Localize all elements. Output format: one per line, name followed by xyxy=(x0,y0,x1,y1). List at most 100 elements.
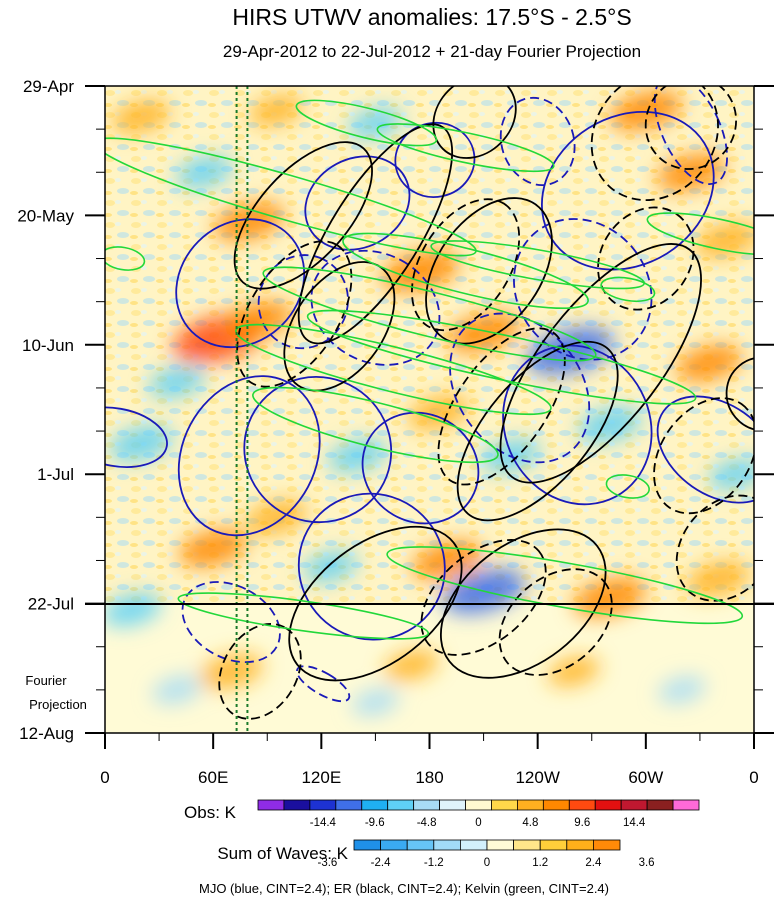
obsbar-tick-label-1: -9.6 xyxy=(365,817,385,829)
obsbar-tick-label-3: 0 xyxy=(475,817,481,829)
series-kelvin xyxy=(105,99,754,640)
anomaly-blob-11 xyxy=(224,301,293,339)
er-contour-5 xyxy=(411,198,521,332)
anomaly-blob-31 xyxy=(152,675,202,705)
anomaly-blob-5 xyxy=(695,222,754,258)
obsbar-swatch-10 xyxy=(517,799,544,811)
er-contour-12 xyxy=(437,327,566,486)
mjo-contour-16 xyxy=(297,492,446,641)
wavebar-swatch-5 xyxy=(486,839,515,851)
kelvin-contour-3 xyxy=(646,212,754,256)
obsbar-swatch-9 xyxy=(491,799,518,811)
wavebar-tick-label-5: 2.4 xyxy=(585,857,602,869)
anomaly-blob-6 xyxy=(176,156,233,189)
mjo-contour-12 xyxy=(105,406,168,468)
anomaly-blob-3 xyxy=(609,90,683,131)
er-contour-15 xyxy=(288,525,463,682)
kelvin-contour-0 xyxy=(376,123,555,173)
kelvin-contour-1 xyxy=(295,99,438,147)
kelvin-contour-12 xyxy=(105,246,146,271)
er-contour-3 xyxy=(233,141,373,290)
er-contour-4 xyxy=(297,123,454,345)
kelvin-contour-6 xyxy=(262,266,597,362)
obsbar-swatch-7 xyxy=(439,799,466,811)
x-axis: 0 60E 120E 180 120W 60W 0 xyxy=(100,733,759,787)
anomaly-blob-12 xyxy=(149,365,206,398)
mjo-contour-18 xyxy=(296,665,351,703)
obsbar-swatch-0 xyxy=(257,799,285,811)
anomaly-blob-7 xyxy=(214,202,285,241)
wavebar-swatch-7 xyxy=(539,839,568,851)
wavebar-swatch-0 xyxy=(353,839,382,851)
anomaly-blob-23 xyxy=(412,541,483,580)
wavebar-tick-label-4: 1.2 xyxy=(532,857,548,869)
wavebar-swatch-8 xyxy=(566,839,594,851)
y-tick-label-0: 29-Apr xyxy=(23,77,74,96)
wavebar-tick-label-0: -3.6 xyxy=(317,857,337,869)
er-contour-2 xyxy=(644,86,738,170)
er-contour-18 xyxy=(498,568,613,676)
y-axis: 29-Apr 20-May 10-Jun 1-Jul 22-Jul 12-Aug xyxy=(17,77,774,743)
obsbar-tick-label-4: 4.8 xyxy=(522,817,538,829)
obsbar-swatch-15 xyxy=(646,799,674,811)
obsbar-tick-label-0: -14.4 xyxy=(310,817,337,829)
kelvin-contour-7 xyxy=(306,309,697,405)
er-contour-11 xyxy=(456,340,619,522)
wavebar-tick-label-1: -2.4 xyxy=(371,857,391,869)
y-tick-label-1: 20-May xyxy=(17,206,74,225)
projection-label-line1: Fourier xyxy=(25,673,67,688)
x-tick-label-5: 60W xyxy=(628,768,663,787)
obsbar-swatch-14 xyxy=(620,799,648,811)
wavebar-tick-label-2: -1.2 xyxy=(424,857,444,869)
anomaly-blob-0 xyxy=(111,100,171,134)
anomaly-blob-27 xyxy=(303,551,358,582)
obsbar-tick-label-5: 9.6 xyxy=(574,817,590,829)
er-contour-16 xyxy=(439,528,607,679)
anomaly-blob-32 xyxy=(547,656,600,687)
er-contour-17 xyxy=(420,539,547,656)
anomaly-blob-19 xyxy=(709,458,754,490)
anomaly-blob-22 xyxy=(179,529,248,567)
mjo-contour-6 xyxy=(175,218,306,349)
chart-footer: MJO (blue, CINT=2.4); ER (black, CINT=2.… xyxy=(199,881,609,896)
wavebar-swatch-2 xyxy=(406,839,435,851)
mjo-contour-2 xyxy=(653,86,728,186)
obsbar-tick-label-2: -4.8 xyxy=(417,817,437,829)
kelvin-contour-9 xyxy=(252,386,499,464)
x-tick-label-4: 120W xyxy=(515,768,559,787)
obsbar-swatch-3 xyxy=(335,799,363,811)
plot-area xyxy=(105,86,754,733)
obsbar-swatch-6 xyxy=(413,799,440,811)
mjo-contour-15 xyxy=(361,411,480,525)
kelvin-contour-10 xyxy=(386,546,744,625)
wavebar-tick-label-6: 3.6 xyxy=(639,857,655,869)
chart-title: HIRS UTWV anomalies: 17.5°S - 2.5°S xyxy=(232,4,631,30)
wavebar-tick-label-3: 0 xyxy=(484,857,490,869)
mjo-contour-11 xyxy=(656,395,754,504)
series-er xyxy=(218,86,754,720)
er-contour-10 xyxy=(499,243,702,484)
x-tick-label-0: 0 xyxy=(100,768,109,787)
wavebar-swatch-4 xyxy=(459,839,488,851)
kelvin-contour-4 xyxy=(342,232,589,310)
x-tick-label-2: 120E xyxy=(301,768,341,787)
kelvin-contour-14 xyxy=(605,474,650,499)
anomaly-blob-14 xyxy=(578,407,642,443)
wave-contours xyxy=(105,86,754,720)
obs-colorbar: -14.4 -9.6 -4.8 0 4.8 9.6 14.4 xyxy=(257,799,700,829)
x-tick-label-6: 0 xyxy=(749,768,758,787)
kelvin-contour-8 xyxy=(235,323,552,416)
er-contour-19 xyxy=(675,494,754,602)
anomaly-blob-25 xyxy=(573,577,647,618)
y-tick-label-4: 22-Jul xyxy=(28,595,74,614)
series-mjo xyxy=(105,86,754,703)
anomaly-blob-20 xyxy=(109,425,173,461)
obsbar-swatch-12 xyxy=(568,799,596,811)
wavebar-swatch-3 xyxy=(433,839,461,851)
y-tick-label-2: 10-Jun xyxy=(22,336,74,355)
y-tick-label-5: 12-Aug xyxy=(19,724,74,743)
anomaly-blob-16 xyxy=(408,395,469,430)
er-contour-13 xyxy=(653,397,754,515)
anomaly-blob-34 xyxy=(658,676,706,704)
obsbar-tick-label-6: 14.4 xyxy=(623,817,646,829)
